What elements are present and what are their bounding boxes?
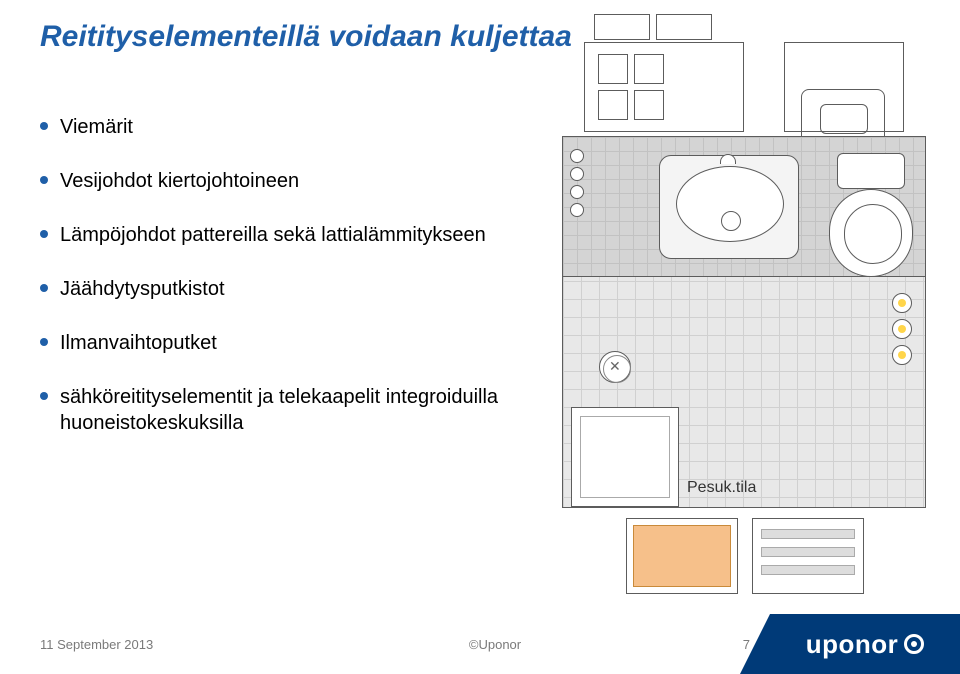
brand-logo-text: uponor — [806, 629, 925, 660]
list-item: sähköreitityselementit ja telekaapelit i… — [40, 384, 540, 436]
bullet-text: Jäähdytysputkistot — [60, 276, 225, 302]
logo-mark-icon — [904, 634, 924, 654]
room-label: Pesuk.tila — [687, 479, 756, 497]
shelf-line — [761, 529, 855, 539]
outlet-icon — [892, 293, 912, 313]
bullet-list: Viemärit Vesijohdot kiertojohtoineen Läm… — [40, 114, 540, 436]
bullet-text: Lämpöjohdot pattereilla sekä lattialämmi… — [60, 222, 486, 248]
pipe-riser — [567, 145, 587, 233]
bullet-dot — [40, 176, 48, 184]
brand-logo: uponor — [770, 614, 960, 674]
bullet-text: sähköreitityselementit ja telekaapelit i… — [60, 384, 540, 436]
kitchen-sink — [784, 42, 904, 132]
pipe-icon — [570, 167, 584, 181]
bullet-dot — [40, 122, 48, 130]
toilet-tank — [837, 153, 905, 189]
list-item: Jäähdytysputkistot — [40, 276, 540, 302]
plan-upper-room — [584, 14, 904, 132]
slide-body: Reitityselementeillä voidaan kuljettaa V… — [0, 0, 960, 614]
slide-footer: 11 September 2013 ©Uponor 7 uponor — [0, 614, 960, 674]
bullet-dot — [40, 230, 48, 238]
outlet-icon — [892, 345, 912, 365]
list-item: Ilmanvaihtoputket — [40, 330, 540, 356]
bullet-dot — [40, 284, 48, 292]
toilet — [829, 153, 913, 279]
list-item: Vesijohdot kiertojohtoineen — [40, 168, 540, 194]
washer-door — [580, 416, 670, 498]
wall-outlets — [887, 287, 917, 377]
bullet-text: Viemärit — [60, 114, 133, 140]
cabinet-outline — [594, 14, 650, 40]
distribution-cabinet — [752, 518, 864, 594]
bullet-dot — [40, 392, 48, 400]
hob-ring — [598, 54, 628, 84]
bullet-text: Vesijohdot kiertojohtoineen — [60, 168, 299, 194]
service-hatch-panel — [626, 518, 738, 594]
toilet-seat — [829, 189, 913, 277]
footer-date: 11 September 2013 — [0, 637, 300, 652]
floorplan-figure: Pesuk.tila — [562, 14, 926, 594]
bullet-dot — [40, 338, 48, 346]
pipe-icon — [570, 185, 584, 199]
floor-drain-icon — [599, 351, 631, 383]
outlet-icon — [892, 319, 912, 339]
list-item: Lämpöjohdot pattereilla sekä lattialämmi… — [40, 222, 540, 248]
washing-machine — [571, 407, 679, 507]
hob-ring — [634, 54, 664, 84]
hob-ring — [598, 90, 628, 120]
shelf-line — [761, 547, 855, 557]
washbasin — [659, 155, 799, 259]
basin-bowl — [676, 166, 784, 242]
hatch-door — [633, 525, 731, 587]
list-item: Viemärit — [40, 114, 540, 140]
pipe-icon — [570, 149, 584, 163]
logo-word: uponor — [806, 629, 899, 660]
hob-ring — [634, 90, 664, 120]
footer-copyright: ©Uponor — [300, 637, 690, 652]
tap-icon — [720, 154, 736, 164]
bullet-text: Ilmanvaihtoputket — [60, 330, 217, 356]
bathroom-plan: Pesuk.tila — [562, 136, 926, 508]
pipe-icon — [570, 203, 584, 217]
shelf-line — [761, 565, 855, 575]
cabinet-outline — [656, 14, 712, 40]
